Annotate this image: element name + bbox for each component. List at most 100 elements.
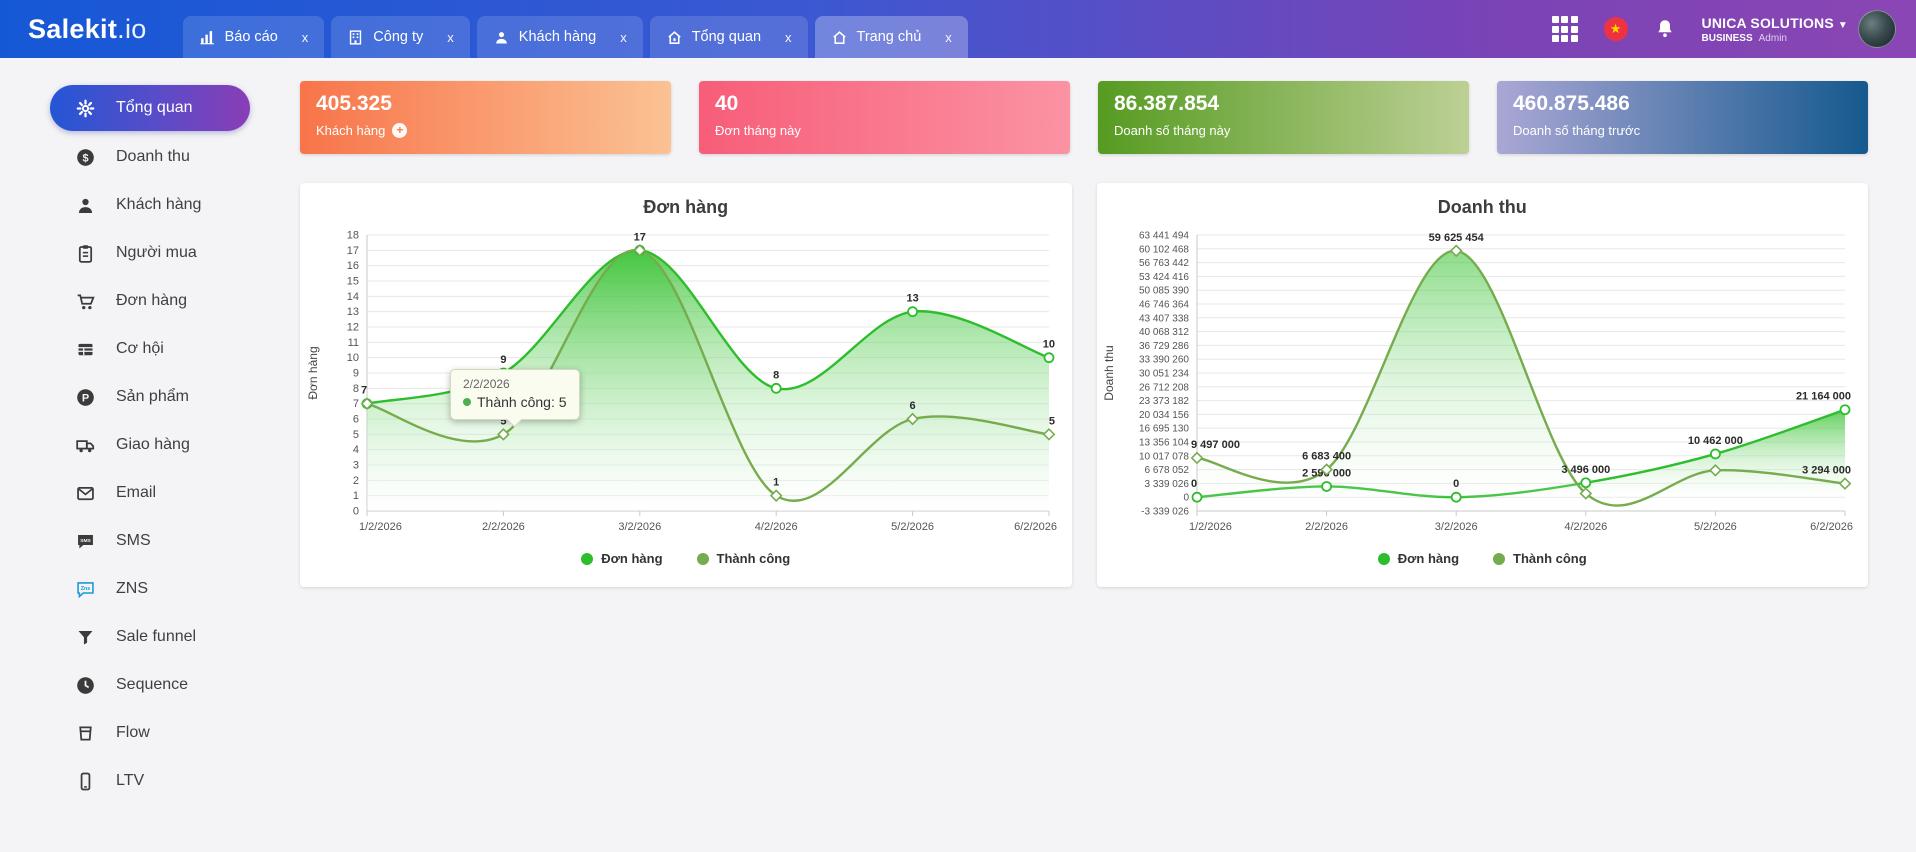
home-dash-icon (668, 30, 681, 44)
sidebar-item-label: Doanh thu (116, 148, 190, 165)
person-icon (78, 198, 93, 213)
svg-text:2/2/2026: 2/2/2026 (482, 521, 525, 533)
legend-item-0[interactable]: Đơn hàng (581, 551, 663, 566)
svg-text:2: 2 (353, 475, 359, 487)
sidebar-item-tổng-quan[interactable]: Tổng quan (50, 85, 250, 131)
svg-text:46 746 364: 46 746 364 (1139, 300, 1189, 311)
stats-row: 405.325 Khách hàng +40 Đơn tháng này 86.387.… (300, 81, 1868, 154)
sidebar-item-sản-phẩm[interactable]: P Sản phẩm (0, 373, 300, 421)
tab-khách-hàng[interactable]: Khách hàng x (476, 16, 643, 58)
add-circle-icon[interactable]: + (392, 123, 408, 138)
svg-text:5: 5 (1049, 415, 1055, 427)
sidebar-item-khách-hàng[interactable]: Khách hàng (0, 181, 300, 229)
app-logo[interactable]: Salekit.io (28, 14, 147, 45)
svg-text:50 085 390: 50 085 390 (1139, 286, 1189, 297)
svg-text:36 729 286: 36 729 286 (1139, 341, 1189, 352)
svg-text:Doanh thu: Doanh thu (1102, 345, 1116, 400)
legend-item-1[interactable]: Thành công (696, 551, 790, 566)
svg-text:12: 12 (347, 322, 359, 334)
legend-item-1[interactable]: Thành công (1493, 551, 1587, 566)
tab-close-icon[interactable]: x (785, 29, 792, 45)
person-icon (495, 31, 507, 44)
orders-chart-title: Đơn hàng (643, 197, 729, 217)
sidebar-item-người-mua[interactable]: Người mua (0, 229, 300, 277)
stat-label: Doanh số tháng trước (1513, 123, 1641, 138)
building-icon (350, 29, 362, 45)
sidebar-item-sale-funnel[interactable]: Sale funnel (0, 613, 300, 661)
svg-text:4/2/2026: 4/2/2026 (1565, 521, 1608, 533)
revenue-chart-legend: Đơn hàng Thành công (1097, 551, 1869, 566)
svg-text:3: 3 (353, 460, 359, 472)
apps-grid-icon[interactable] (1551, 16, 1578, 42)
svg-text:8: 8 (773, 369, 779, 381)
svg-text:1: 1 (773, 477, 779, 489)
svg-text:40 068 312: 40 068 312 (1139, 327, 1189, 338)
sidebar-item-zns[interactable]: Zns ZNS (0, 565, 300, 613)
tab-close-icon[interactable]: x (447, 29, 454, 45)
vietnam-flag-icon[interactable]: ★ (1603, 17, 1628, 41)
table-icon (78, 343, 93, 355)
sidebar-item-ltv[interactable]: LTV (0, 757, 300, 805)
svg-text:56 763 442: 56 763 442 (1139, 258, 1189, 269)
user-menu[interactable]: UNICA SOLUTIONS ▼ BUSINESS Admin (1702, 10, 1896, 48)
sidebar-item-đơn-hàng[interactable]: Đơn hàng (0, 277, 300, 325)
svg-text:21 164 000: 21 164 000 (1796, 391, 1851, 403)
svg-text:0: 0 (1453, 478, 1459, 490)
svg-text:-3 339 026: -3 339 026 (1141, 507, 1189, 518)
stat-value: 405.325 (316, 92, 392, 115)
tab-tổng-quan[interactable]: Tổng quan x (649, 16, 808, 58)
product-circle-icon: P (77, 388, 94, 406)
tab-công-ty[interactable]: Công ty x (331, 16, 470, 58)
legend-dot-icon (581, 552, 594, 565)
legend-label: Đơn hàng (1397, 551, 1460, 566)
revenue-chart[interactable]: 63 441 494 60 102 468 56 763 442 53 424 416… (1097, 223, 1867, 551)
sidebar-item-flow[interactable]: Flow (0, 709, 300, 757)
sidebar-item-sequence[interactable]: Sequence (0, 661, 300, 709)
phone-icon (80, 772, 91, 790)
avatar[interactable] (1858, 10, 1896, 48)
svg-text:3 339 026: 3 339 026 (1145, 479, 1190, 490)
svg-text:3/2/2026: 3/2/2026 (618, 521, 661, 533)
svg-text:$: $ (82, 152, 88, 164)
tab-close-icon[interactable]: x (620, 29, 627, 45)
bar-chart-icon (199, 30, 214, 44)
tab-label: Công ty (373, 29, 424, 45)
sidebar-item-giao-hàng[interactable]: Giao hàng (0, 421, 300, 469)
cup-icon (79, 726, 92, 740)
svg-text:4/2/2026: 4/2/2026 (755, 521, 798, 533)
tab-label: Khách hàng (518, 29, 597, 45)
tab-close-icon[interactable]: x (301, 29, 309, 45)
tab-báo-cáo[interactable]: Báo cáo x (182, 16, 325, 58)
tab-label: Báo cáo (224, 29, 278, 45)
svg-text:10 462 000: 10 462 000 (1688, 435, 1743, 447)
sidebar-item-sms[interactable]: SMS SMS (0, 517, 300, 565)
svg-text:5: 5 (353, 429, 359, 441)
notifications-bell-icon[interactable] (1654, 17, 1676, 41)
stat-label: Đơn tháng này (715, 123, 801, 138)
svg-text:7: 7 (353, 398, 359, 410)
sidebar-item-email[interactable]: Email (0, 469, 300, 517)
zns-bubble-icon: Zns (77, 581, 94, 598)
user-role: Admin (1758, 32, 1787, 44)
chevron-down-icon: ▼ (1837, 19, 1848, 31)
sidebar-item-label: Người mua (116, 244, 197, 261)
svg-text:30 051 234: 30 051 234 (1139, 369, 1189, 380)
sidebar-item-label: Sản phẩm (116, 388, 189, 405)
sidebar-item-doanh-thu[interactable]: $ Doanh thu (0, 133, 300, 181)
stat-value: 86.387.854 (1114, 92, 1220, 115)
charts-row: Đơn hàng 18 17 16 15 14 13 12 11 10 9 8 7 6 5 4 3 2 1 0 1/2… (300, 183, 1868, 587)
cart-icon (77, 294, 95, 309)
stat-label: Khách hàng (316, 123, 386, 138)
tab-label: Tổng quan (691, 29, 762, 45)
stat-label: Doanh số tháng này (1114, 123, 1231, 138)
sidebar-item-label: Tổng quan (116, 99, 193, 116)
svg-text:P: P (82, 392, 89, 404)
svg-text:9: 9 (353, 368, 359, 380)
sidebar-item-cơ-hội[interactable]: Cơ hội (0, 325, 300, 373)
tab-trang-chủ[interactable]: Trang chủ x (814, 16, 968, 58)
svg-text:13: 13 (906, 293, 918, 305)
legend-item-0[interactable]: Đơn hàng (1377, 551, 1460, 566)
svg-text:14: 14 (347, 291, 359, 303)
tab-close-icon[interactable]: x (945, 29, 952, 45)
